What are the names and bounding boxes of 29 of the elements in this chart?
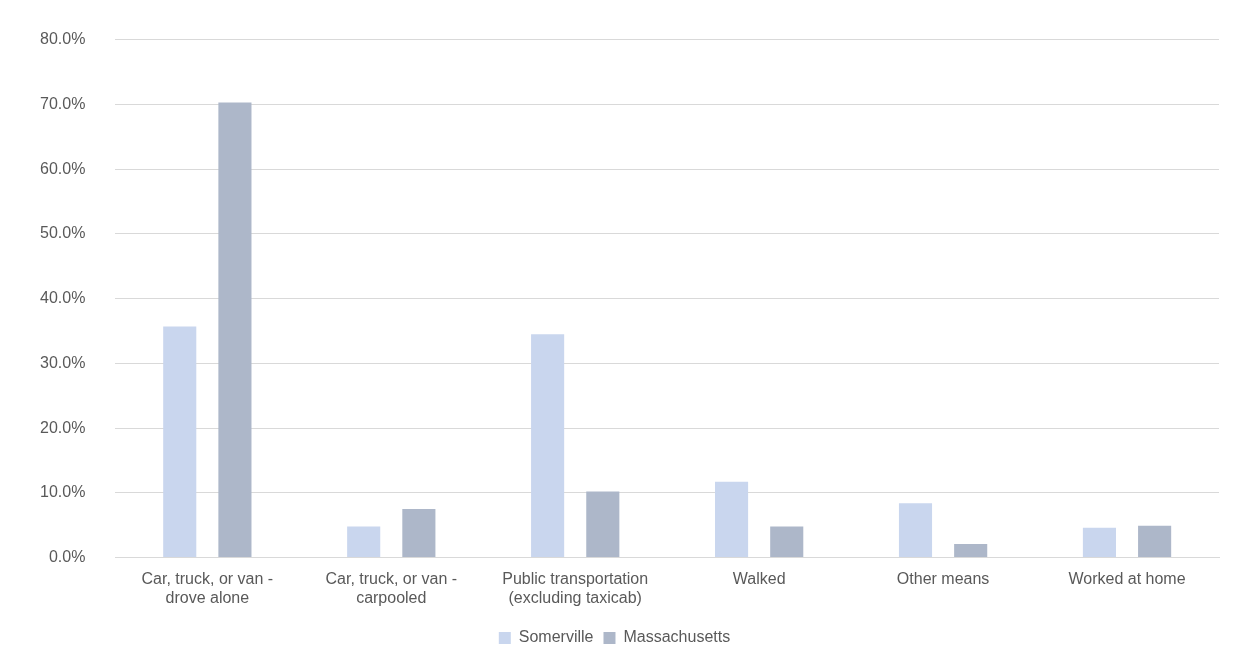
x-tick-label: Public transportation (excluding taxicab) <box>502 569 649 606</box>
y-tick-label: 70.0% <box>39 94 86 112</box>
bar <box>218 102 252 558</box>
x-tick-label: Worked at home <box>1068 569 1186 587</box>
y-tick-label: 60.0% <box>39 159 86 177</box>
bar <box>347 526 381 558</box>
y-tick-label: 30.0% <box>39 353 86 371</box>
y-tick-label: 40.0% <box>39 289 86 307</box>
y-tick-label: 20.0% <box>39 418 86 436</box>
y-tick-label: 0.0% <box>48 548 86 566</box>
bar <box>402 509 436 558</box>
x-tick-label: Car, truck, or van - carpooled <box>325 569 458 606</box>
y-tick-label: 10.0% <box>39 483 86 501</box>
legend-label: Massachusetts <box>623 628 731 646</box>
x-tick-label: Walked <box>732 569 786 587</box>
bar <box>586 491 620 558</box>
bar <box>770 526 804 558</box>
bar <box>954 544 988 558</box>
x-tick-label: Car, truck, or van - drove alone <box>141 569 274 606</box>
bar <box>531 334 565 558</box>
bar <box>898 503 933 558</box>
bar <box>163 326 197 558</box>
y-tick-label: 80.0% <box>39 30 86 48</box>
y-tick-label: 50.0% <box>39 224 86 242</box>
x-tick-label: Other means <box>896 569 990 587</box>
bar <box>715 481 749 558</box>
bar <box>1138 525 1172 558</box>
bar <box>1082 527 1116 558</box>
legend-label: Somerville <box>518 628 594 646</box>
